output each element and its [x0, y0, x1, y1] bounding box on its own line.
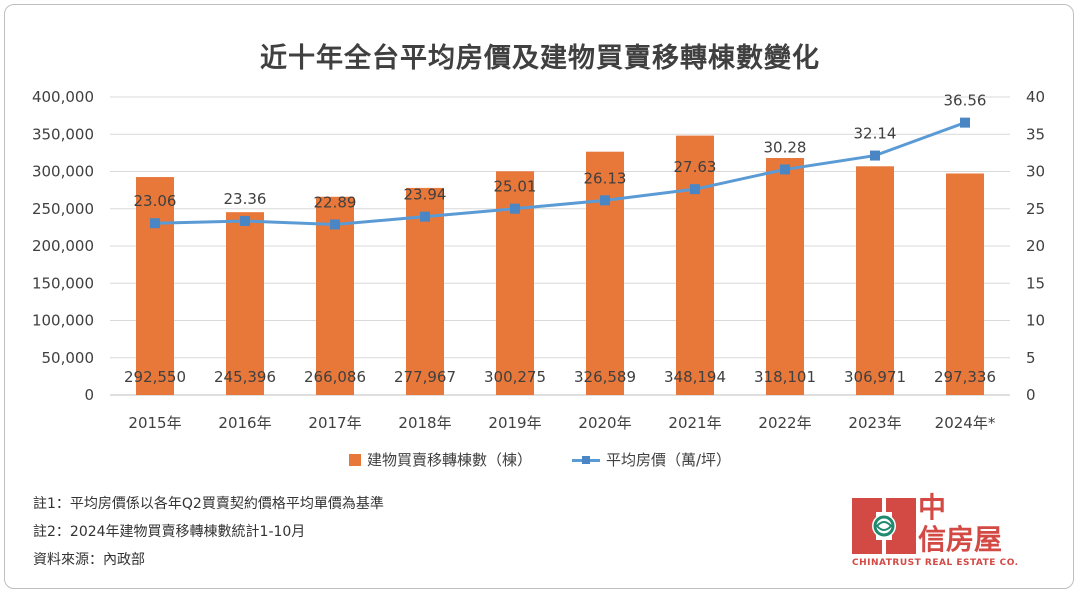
footnote-1: 註1：平均房價係以各年Q2買賣契約價格平均單價為基準 — [33, 496, 384, 512]
line-value-label: 22.89 — [314, 193, 357, 211]
bar — [406, 187, 444, 395]
logo-line-2: 信房屋 — [918, 523, 1003, 556]
line-point — [510, 203, 520, 214]
left-tick-label: 100,000 — [32, 312, 94, 330]
line-point — [150, 218, 160, 229]
bar-value-label: 306,971 — [844, 368, 906, 386]
company-logo: 中 信房屋 CHINATRUST REAL ESTATE CO. — [852, 492, 1032, 574]
right-axis: 0 5 10 15 20 25 30 35 40 — [1026, 88, 1045, 404]
line-value-label: 27.63 — [674, 158, 717, 176]
right-tick-label: 5 — [1026, 349, 1036, 367]
source-note: 資料來源：內政部 — [33, 552, 145, 568]
bar — [316, 196, 354, 395]
line-point — [240, 215, 250, 226]
bar-value-label: 292,550 — [124, 368, 186, 386]
right-tick-label: 40 — [1026, 88, 1045, 106]
left-tick-label: 50,000 — [42, 349, 95, 367]
right-tick-label: 35 — [1026, 125, 1045, 143]
x-tick-label: 2022年 — [758, 414, 811, 432]
left-tick-label: 250,000 — [32, 200, 94, 218]
line-point — [600, 195, 610, 206]
line-point — [420, 211, 430, 222]
left-tick-label: 400,000 — [32, 88, 94, 106]
x-tick-label: 2021年 — [668, 414, 721, 432]
bar-value-label: 300,275 — [484, 368, 546, 386]
x-tick-label: 2015年 — [128, 414, 181, 432]
left-tick-label: 0 — [84, 386, 94, 404]
legend-item-line: 平均房價（萬/坪） — [571, 449, 732, 470]
logo-text: 中 信房屋 — [918, 492, 1002, 556]
price-line — [154, 121, 966, 226]
right-tick-label: 0 — [1026, 386, 1036, 404]
line-point — [780, 164, 790, 175]
bar-value-label: 318,101 — [754, 368, 816, 386]
legend-item-bars: 建物買賣移轉棟數（棟） — [348, 449, 532, 470]
bar — [766, 158, 804, 395]
x-tick-label: 2016年 — [218, 414, 271, 432]
line-point — [960, 117, 970, 128]
line-value-label: 23.36 — [224, 190, 267, 208]
logo-line-1: 中 — [918, 491, 947, 524]
left-axis: 0 50,000 100,000 150,000 200,000 250,000 300,0… — [32, 88, 94, 404]
line-value-label: 36.56 — [944, 92, 987, 110]
legend-swatch-line — [571, 454, 600, 466]
right-tick-label: 30 — [1026, 163, 1045, 181]
right-tick-label: 10 — [1026, 312, 1045, 330]
bar — [136, 177, 174, 395]
line-value-label: 23.94 — [404, 186, 447, 204]
line-series: 23.06 23.36 22.89 23.94 25.01 26.13 27.63 30.28… — [134, 92, 987, 230]
legend-swatch-bar — [348, 453, 361, 466]
x-tick-label: 2018年 — [398, 414, 451, 432]
bar — [946, 173, 984, 395]
bar-series: 292,550 245,396 266,086 277,967 300,275 326,5… — [124, 135, 996, 396]
legend-label-bars: 建物買賣移轉棟數（棟） — [366, 451, 532, 469]
chart-title: 近十年全台平均房價及建物買賣移轉棟數變化 — [260, 43, 820, 74]
x-tick-label: 2017年 — [308, 414, 361, 432]
line-value-label: 32.14 — [854, 125, 897, 143]
bar — [676, 135, 714, 396]
x-tick-label: 2019年 — [488, 414, 541, 432]
left-tick-label: 150,000 — [32, 274, 94, 292]
bar-value-label: 266,086 — [304, 368, 366, 386]
right-tick-label: 15 — [1026, 274, 1045, 292]
x-tick-label: 2020年 — [578, 414, 631, 432]
line-point — [330, 219, 340, 230]
bar — [586, 151, 624, 395]
legend: 建物買賣移轉棟數（棟） 平均房價（萬/坪） — [0, 449, 1080, 470]
bar-value-label: 297,336 — [934, 368, 996, 386]
bar-value-label: 326,589 — [574, 368, 636, 386]
x-axis: 2015年 2016年 2017年 2018年 2019年 2020年 2021年 2022年… — [128, 414, 995, 432]
legend-label-line: 平均房價（萬/坪） — [605, 451, 732, 469]
right-tick-label: 25 — [1026, 200, 1045, 218]
bar-value-label: 348,194 — [664, 368, 726, 386]
line-point — [870, 150, 880, 161]
bar — [856, 166, 894, 395]
bar-value-label: 277,967 — [394, 368, 456, 386]
x-tick-label: 2023年 — [848, 414, 901, 432]
line-value-label: 25.01 — [494, 178, 537, 196]
chart-frame — [4, 4, 1074, 589]
left-tick-label: 300,000 — [32, 163, 94, 181]
x-tick-label: 2024年* — [935, 414, 996, 432]
logo-english: CHINATRUST REAL ESTATE CO. — [852, 558, 1019, 568]
logo-emblem-icon — [852, 498, 916, 554]
right-tick-label: 20 — [1026, 237, 1045, 255]
line-point — [690, 184, 700, 195]
left-tick-label: 350,000 — [32, 125, 94, 143]
footnote-2: 註2：2024年建物買賣移轉棟數統計1-10月 — [33, 524, 306, 540]
line-value-label: 26.13 — [584, 169, 627, 187]
bar — [226, 212, 264, 395]
footnotes: 註1：平均房價係以各年Q2買賣契約價格平均單價為基準 註2：2024年建物買賣移… — [33, 490, 384, 574]
left-tick-label: 200,000 — [32, 237, 94, 255]
line-value-label: 30.28 — [764, 138, 807, 156]
line-value-label: 23.06 — [134, 192, 177, 210]
bar-value-label: 245,396 — [214, 368, 276, 386]
